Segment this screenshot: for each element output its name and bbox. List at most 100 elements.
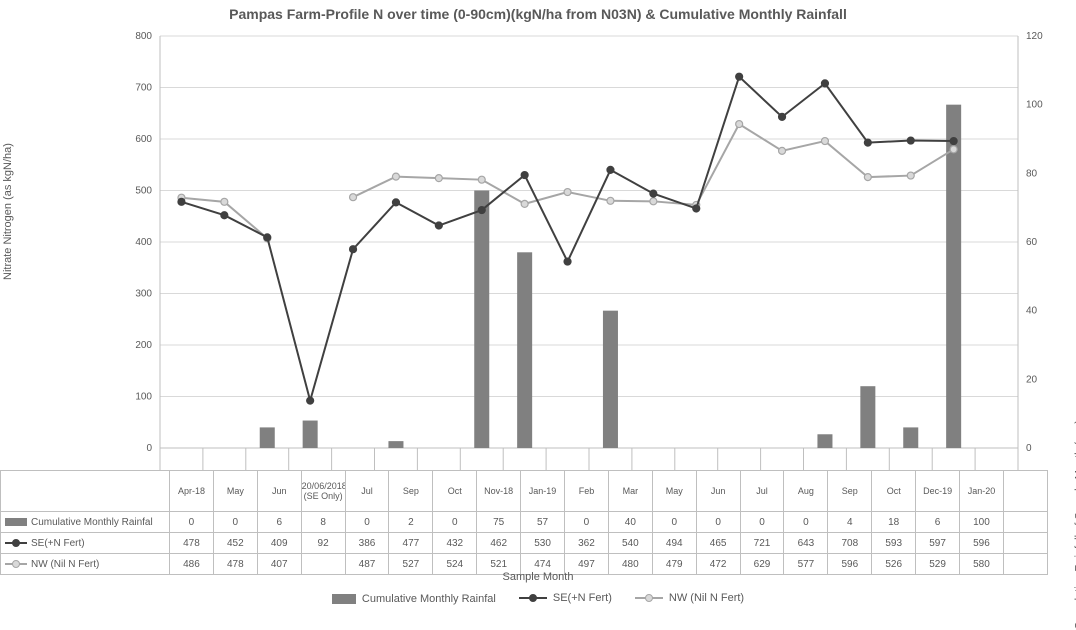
table-category-cell: [1003, 471, 1047, 512]
table-cell: 2: [389, 512, 433, 533]
table-cell: 0: [170, 512, 214, 533]
table-cell: 708: [828, 533, 872, 554]
table-cell: 0: [565, 512, 609, 533]
legend-item-se: SE(+N Fert): [519, 592, 612, 604]
marker: [350, 246, 357, 253]
table-category-cell: Dec-19: [916, 471, 960, 512]
svg-text:400: 400: [135, 237, 152, 248]
svg-text:120: 120: [1026, 31, 1043, 42]
data-table: Apr-18MayJun20/06/2018 (SE Only)JulSepOc…: [0, 470, 1048, 575]
bar: [903, 427, 918, 448]
table-cell: [1003, 533, 1047, 554]
svg-text:200: 200: [135, 340, 152, 351]
table-cell: 0: [696, 512, 740, 533]
table-category-cell: Jan-19: [521, 471, 565, 512]
table-cell: 477: [389, 533, 433, 554]
table-category-cell: Nov-18: [477, 471, 521, 512]
table-cell: 452: [213, 533, 257, 554]
table-category-cell: May: [213, 471, 257, 512]
table-cell: 0: [213, 512, 257, 533]
marker: [392, 199, 399, 206]
table-cell: 596: [960, 533, 1004, 554]
marker: [650, 190, 657, 197]
table-cell: 478: [170, 533, 214, 554]
table-cell: 0: [433, 512, 477, 533]
table-category-cell: Sep: [828, 471, 872, 512]
legend-item-rainfall: Cumulative Monthly Rainfal: [332, 593, 496, 605]
marker: [779, 147, 786, 154]
svg-text:300: 300: [135, 289, 152, 300]
table-category-cell: Apr-18: [170, 471, 214, 512]
marker: [736, 121, 743, 128]
line-swatch-icon: [519, 592, 547, 604]
table-cell: 6: [257, 512, 301, 533]
bar: [303, 421, 318, 448]
table-cell: 362: [565, 533, 609, 554]
table-cell: 386: [345, 533, 389, 554]
marker: [907, 137, 914, 144]
table-cell: 8: [301, 512, 345, 533]
table-row-header: Cumulative Monthly Rainfal: [1, 512, 170, 533]
chart-root: Pampas Farm-Profile N over time (0-90cm)…: [0, 0, 1076, 613]
table-category-cell: Jun: [257, 471, 301, 512]
marker: [264, 234, 271, 241]
legend-label: Cumulative Monthly Rainfal: [362, 593, 496, 605]
table-cell: 409: [257, 533, 301, 554]
svg-text:500: 500: [135, 186, 152, 197]
legend: Cumulative Monthly Rainfal SE(+N Fert) N…: [0, 592, 1076, 607]
svg-text:100: 100: [135, 392, 152, 403]
marker: [307, 397, 314, 404]
marker: [907, 172, 914, 179]
bar: [517, 252, 532, 448]
marker: [821, 138, 828, 145]
svg-text:80: 80: [1026, 168, 1038, 179]
table-cell: 0: [784, 512, 828, 533]
marker: [478, 176, 485, 183]
table-cell: 100: [960, 512, 1004, 533]
svg-text:20: 20: [1026, 374, 1038, 385]
table-cell: 18: [872, 512, 916, 533]
bar: [603, 311, 618, 448]
table-cell: 721: [740, 533, 784, 554]
table-category-cell: Oct: [433, 471, 477, 512]
bar: [860, 386, 875, 448]
table-category-cell: Aug: [784, 471, 828, 512]
table-category-cell: Oct: [872, 471, 916, 512]
table-category-cell: Feb: [565, 471, 609, 512]
marker: [221, 212, 228, 219]
table-cell: 540: [608, 533, 652, 554]
marker: [564, 189, 571, 196]
marker: [607, 166, 614, 173]
marker: [350, 194, 357, 201]
line-swatch-icon: [635, 592, 663, 604]
legend-label: NW (Nil N Fert): [669, 592, 744, 604]
svg-text:600: 600: [135, 134, 152, 145]
table-cell: 597: [916, 533, 960, 554]
line-series: [181, 124, 953, 238]
marker: [435, 222, 442, 229]
table-cell: 92: [301, 533, 345, 554]
bar-swatch-icon: [332, 594, 356, 604]
table-cell: 432: [433, 533, 477, 554]
table-cell: 4: [828, 512, 872, 533]
table-category-cell: Jul: [740, 471, 784, 512]
table-cell: 494: [652, 533, 696, 554]
marker: [521, 172, 528, 179]
svg-text:0: 0: [146, 443, 152, 454]
svg-text:100: 100: [1026, 100, 1043, 111]
svg-text:40: 40: [1026, 306, 1038, 317]
table-cell: 75: [477, 512, 521, 533]
svg-text:800: 800: [135, 31, 152, 42]
marker: [478, 207, 485, 214]
legend-label: SE(+N Fert): [553, 592, 612, 604]
marker: [821, 80, 828, 87]
line-series: [181, 77, 953, 401]
marker: [521, 200, 528, 207]
marker: [864, 174, 871, 181]
marker: [950, 138, 957, 145]
bar: [946, 105, 961, 448]
table-cell: 0: [652, 512, 696, 533]
x-axis-label: Sample Month: [0, 571, 1076, 583]
table-category-cell: 20/06/2018 (SE Only): [301, 471, 345, 512]
table-cell: 643: [784, 533, 828, 554]
